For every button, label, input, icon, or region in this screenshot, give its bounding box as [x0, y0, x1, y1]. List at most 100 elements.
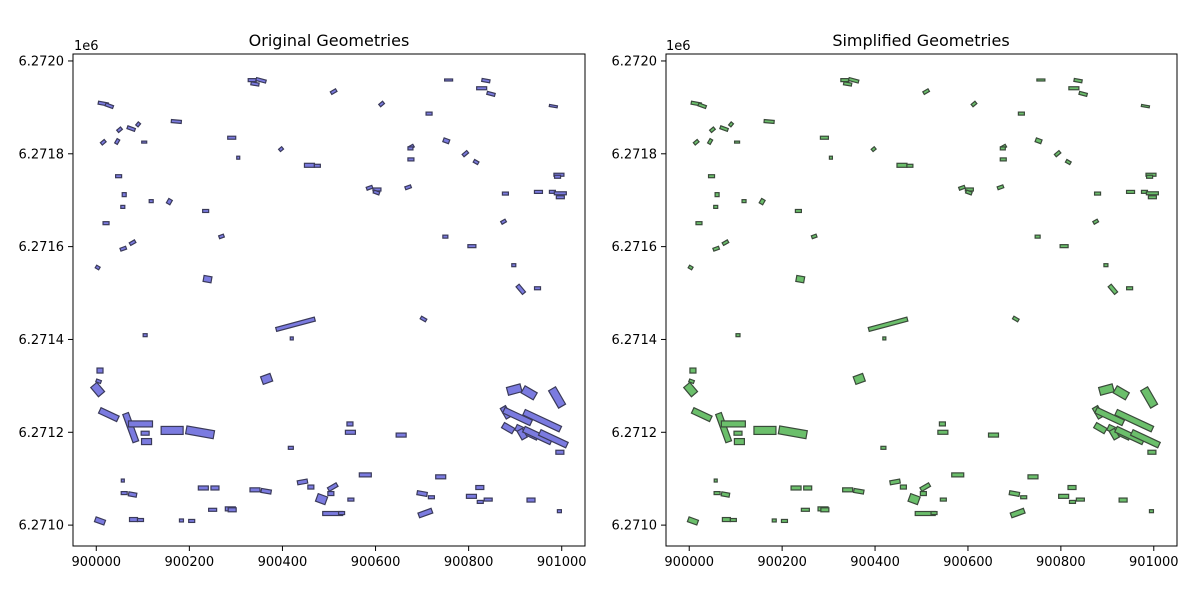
geometry-polygon — [533, 189, 544, 194]
geometry-polygon — [987, 432, 1000, 438]
geometry-polygon — [1091, 218, 1100, 226]
geometry-polygon — [404, 184, 413, 191]
geometry-polygon — [227, 507, 237, 513]
geometry-polygon — [142, 333, 148, 338]
geometry-polygon — [721, 516, 731, 523]
geometry-polygon — [99, 138, 107, 146]
geometry-polygon — [1103, 263, 1109, 268]
geometry-polygon — [714, 192, 720, 198]
geometry-polygon — [707, 174, 716, 179]
geometry-polygon — [686, 516, 700, 526]
geometry-polygon — [695, 221, 703, 226]
geometry-polygon — [777, 425, 808, 440]
geometry-polygon — [407, 146, 414, 151]
geometry-polygon — [1118, 497, 1128, 503]
geometry-polygon — [713, 478, 718, 483]
geometry-polygon — [842, 81, 853, 87]
geometry-polygon — [553, 191, 567, 196]
geometry-polygon — [274, 316, 317, 333]
geometry-polygon — [692, 138, 700, 146]
geometry-polygon — [889, 478, 901, 486]
geometry-polygon — [1126, 286, 1134, 291]
y-tick-label: 6.2716 — [19, 240, 65, 255]
geometry-polygon — [140, 437, 153, 446]
geometry-polygon — [521, 425, 554, 446]
y-tick-label: 6.2716 — [612, 240, 658, 255]
geometry-polygon — [227, 135, 237, 140]
geometry-polygon — [141, 140, 148, 144]
geometry-polygon — [511, 263, 517, 268]
geometry-polygon — [870, 145, 877, 153]
geometry-polygon — [547, 385, 567, 409]
geometry-polygon — [733, 140, 741, 144]
geometry-polygon — [780, 518, 789, 524]
geometry-polygon — [148, 199, 154, 204]
geometry-polygon — [763, 118, 775, 125]
geometry-polygon — [713, 204, 719, 209]
geometry-polygon — [327, 490, 335, 497]
geometry-polygon — [758, 197, 766, 206]
geometry-polygon — [735, 333, 741, 338]
geometry-polygon — [828, 155, 834, 160]
geometry-polygon — [1017, 111, 1025, 116]
geometry-polygon — [160, 425, 184, 436]
geometry-polygon — [1075, 497, 1085, 502]
geometry-polygon — [96, 367, 104, 374]
geometry-polygon — [1139, 385, 1159, 409]
geometry-polygon — [365, 184, 374, 191]
geometry-polygon — [899, 484, 907, 490]
panel-title: Original Geometries — [249, 31, 410, 50]
y-tick-label: 6.2712 — [19, 426, 65, 441]
geometry-polygon — [720, 491, 731, 498]
geometry-polygon — [500, 421, 516, 435]
geometry-polygon — [842, 487, 854, 493]
geometry-polygon — [1140, 103, 1151, 109]
x-tick-label: 900000 — [664, 555, 714, 570]
geometry-polygon — [794, 208, 803, 214]
geometry-polygon — [526, 497, 536, 503]
geometry-polygon — [184, 425, 216, 440]
geometry-polygon — [97, 406, 120, 423]
geometry-polygon — [372, 189, 381, 196]
y-tick-label: 6.2720 — [19, 54, 65, 69]
geometry-polygon — [996, 184, 1005, 191]
geometry-polygon — [128, 239, 137, 247]
geometry-polygon — [548, 103, 559, 109]
geometry-polygon — [128, 516, 139, 523]
geometry-polygon — [795, 274, 806, 284]
geometry-polygon — [329, 87, 338, 96]
geometry-polygon — [729, 517, 737, 523]
y-offset-label: 1e6 — [666, 39, 691, 54]
geometry-polygon — [475, 484, 485, 491]
geometry-polygon — [287, 445, 294, 450]
geometry-polygon — [712, 245, 721, 252]
geometry-polygon — [1145, 174, 1154, 179]
geometry-polygon — [202, 208, 210, 214]
geometry-polygon — [127, 491, 138, 498]
y-axis: 6.2710 6.2712 6.2714 6.2716 6.2718 6.2720 — [612, 54, 666, 534]
geometry-polygon — [867, 316, 909, 333]
geometry-polygon — [202, 274, 213, 284]
geometry-polygon — [210, 485, 220, 491]
x-tick-label: 900800 — [444, 555, 494, 570]
y-tick-label: 6.2720 — [612, 54, 658, 69]
geometry-polygon — [102, 221, 110, 226]
x-tick-label: 900400 — [258, 555, 308, 570]
geometry-polygon — [499, 218, 508, 226]
geometry-polygon — [1036, 78, 1046, 82]
geometry-polygon — [1147, 449, 1157, 455]
geometry-polygon — [687, 378, 696, 385]
geometry-polygon — [708, 126, 717, 134]
geometry-polygon — [727, 121, 735, 128]
geometry-polygon — [94, 378, 103, 385]
geometry-polygon — [938, 421, 947, 427]
y-tick-label: 6.2718 — [19, 147, 65, 162]
geometry-polygon — [136, 517, 145, 523]
geometry-polygon — [197, 485, 209, 491]
geometry-polygon — [407, 157, 415, 162]
geometry-polygon — [1092, 421, 1108, 435]
plot-frame — [665, 53, 1178, 547]
geometry-polygon — [1125, 189, 1136, 194]
geometry-polygon — [419, 315, 428, 323]
